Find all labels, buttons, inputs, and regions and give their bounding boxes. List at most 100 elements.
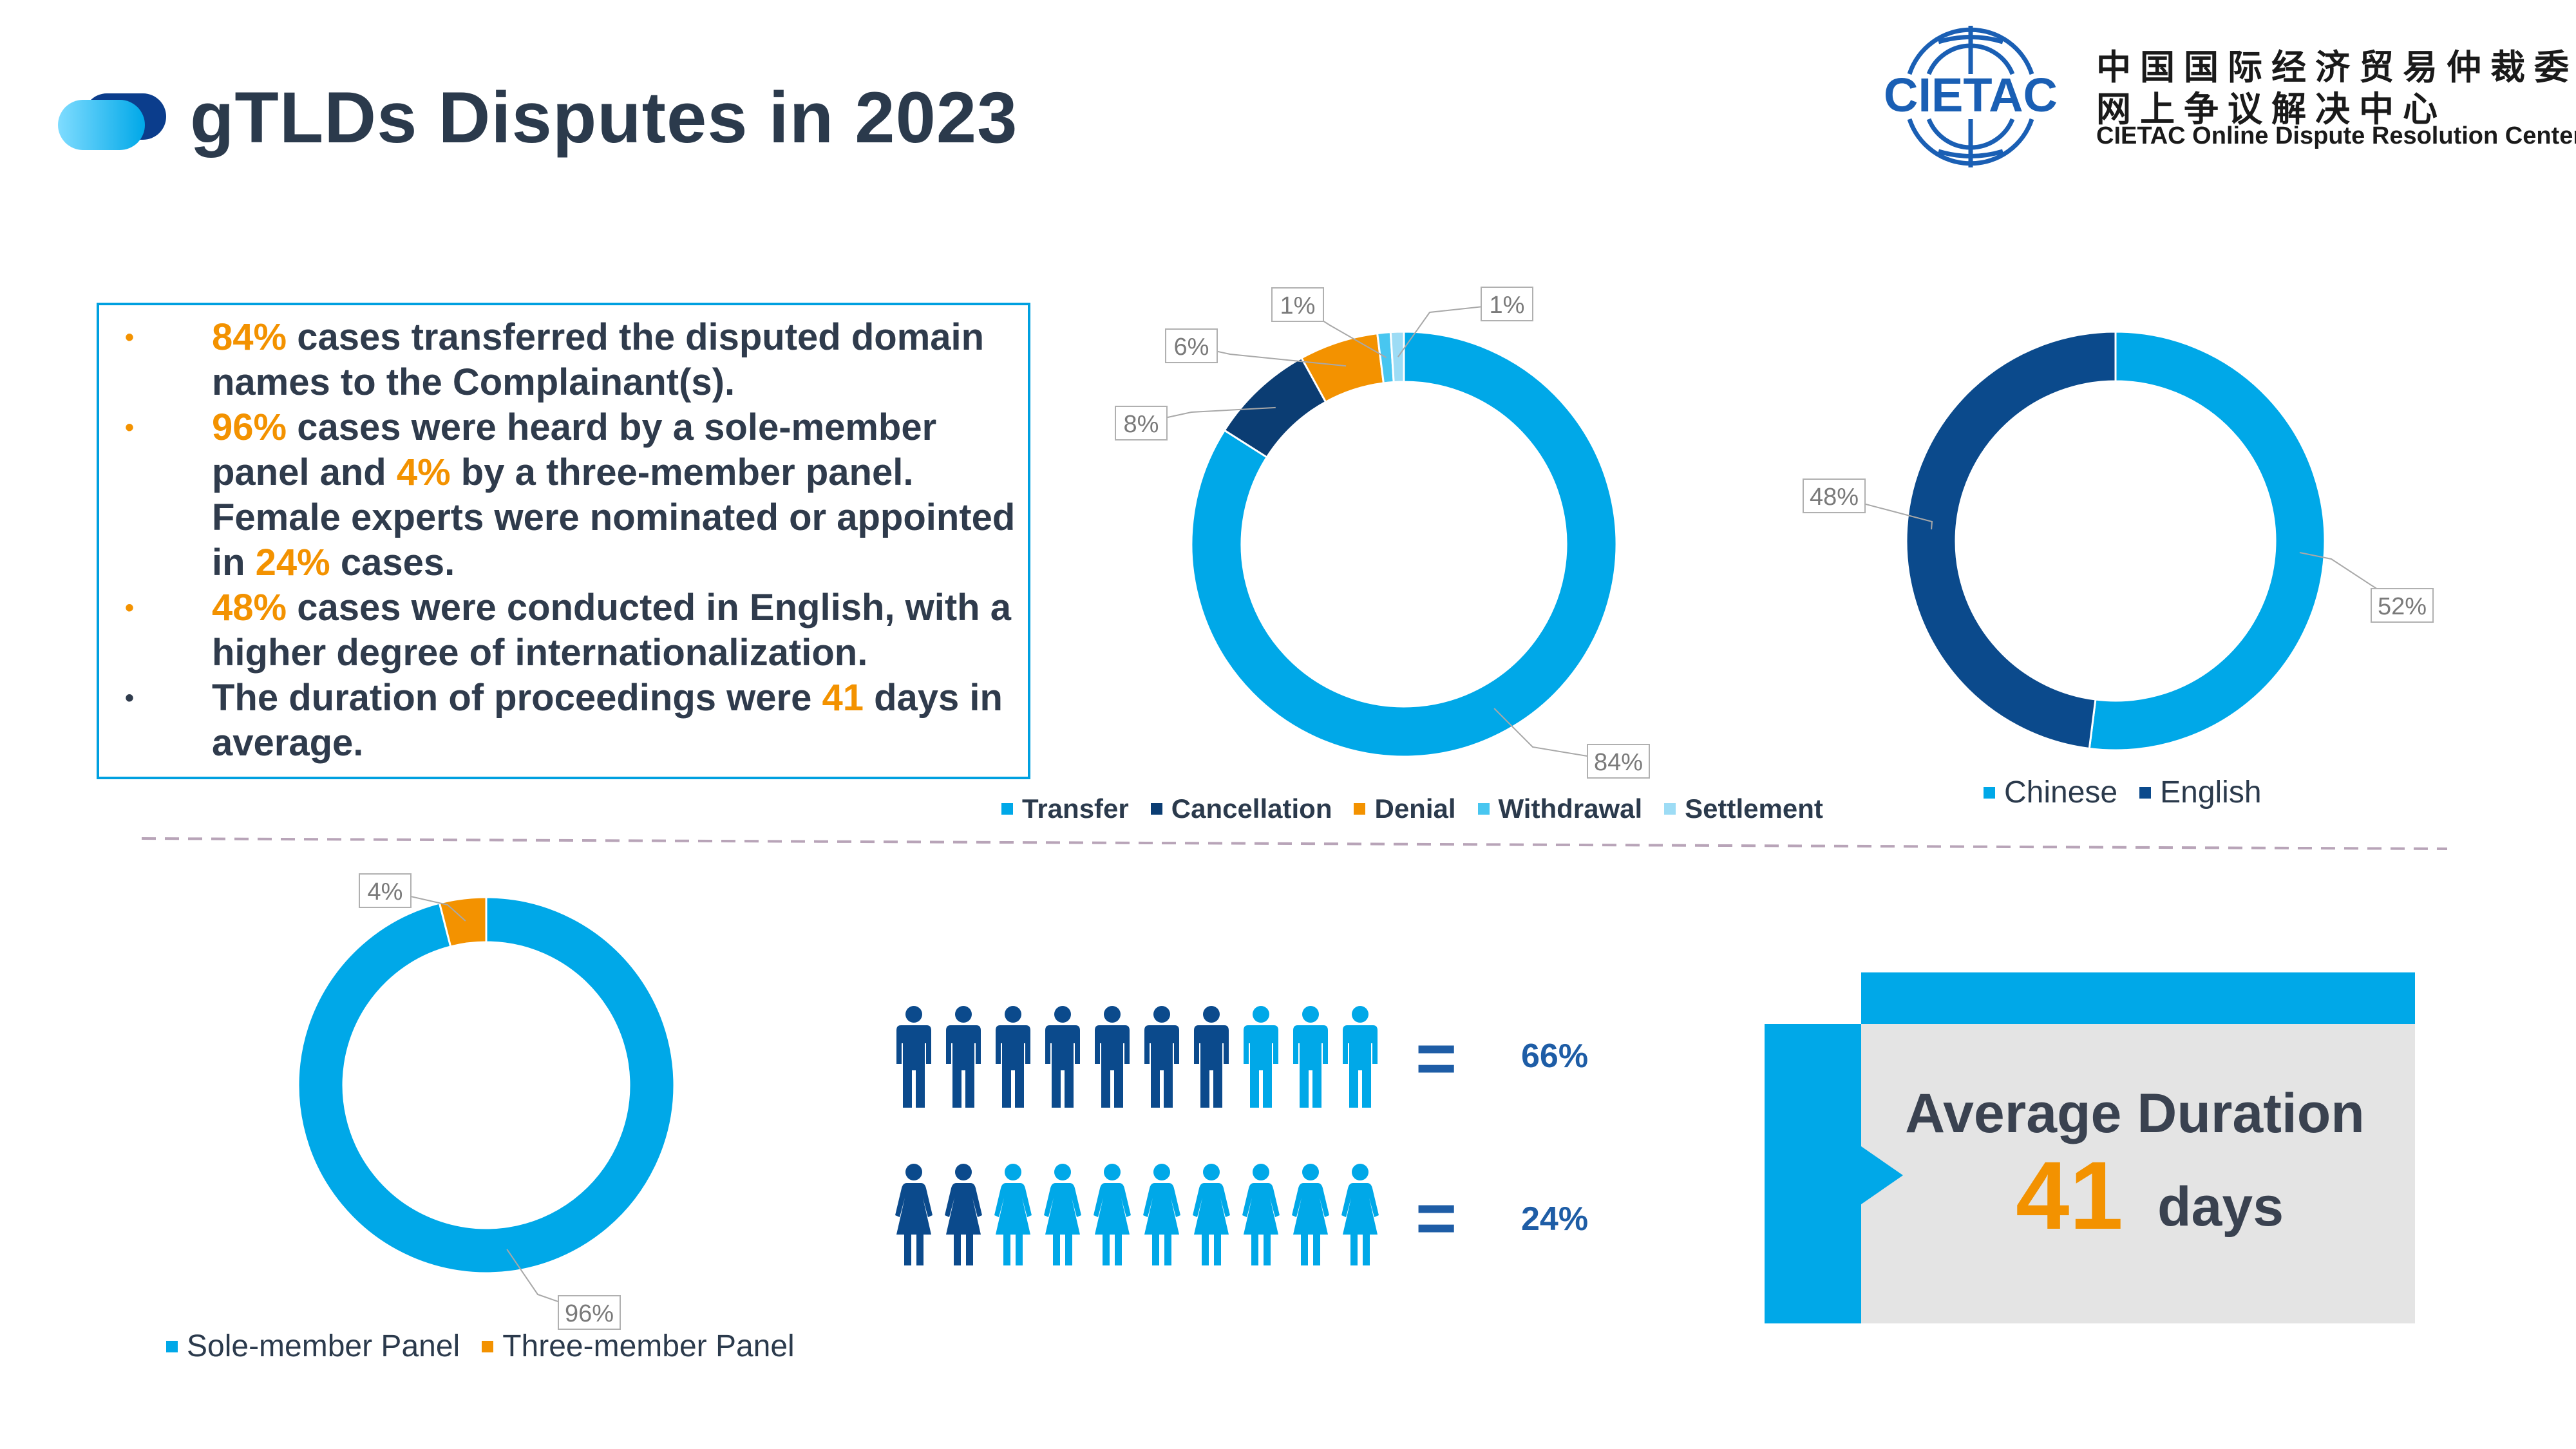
summary-item: • 96% cases were heard by a sole-member p… (112, 405, 1027, 585)
male-person-icon (946, 1006, 981, 1108)
legend-label: Sole-member Panel (187, 1329, 460, 1363)
legend-label: Chinese (2004, 775, 2118, 810)
legend-item: Transfer (1001, 793, 1129, 824)
callout-leader-line (1833, 495, 1933, 530)
outcome-legend: Transfer Cancellation Denial Withdrawal Sett… (1001, 793, 1823, 824)
data-label: 8% (1124, 411, 1159, 438)
donut-slice-chinese (2088, 330, 2326, 752)
male-person-icon (896, 1006, 931, 1108)
data-label: 1% (1490, 292, 1525, 319)
callout-label-box (1271, 287, 1324, 322)
male-person-icon (1293, 1006, 1328, 1108)
female-person-icon (1193, 1164, 1230, 1265)
female-person-icon (945, 1164, 982, 1265)
language-legend: Chinese English (1984, 775, 2262, 810)
legend-swatch (1001, 803, 1013, 815)
data-label: 48% (1810, 484, 1859, 511)
callout-label-box (1803, 478, 1866, 513)
legend-swatch (1354, 803, 1366, 815)
callout-label-box (1587, 744, 1650, 779)
male-percentage: 66% (1521, 1037, 1589, 1075)
female-person-icon (994, 1164, 1032, 1265)
data-label: 4% (368, 878, 403, 905)
cietac-logo: CIETAC (1884, 26, 2058, 167)
legend-item: Withdrawal (1477, 793, 1643, 824)
duration-card (1765, 972, 2415, 1323)
summary-text: by a three-member panel. Female experts … (212, 451, 1016, 583)
donut-slice-english (1905, 330, 2117, 750)
summary-item: • 48% cases were conducted in English, wi… (112, 585, 1027, 676)
duration-label: Average Duration (1905, 1083, 2365, 1144)
legend-label: Transfer (1022, 793, 1129, 824)
legend-swatch (1477, 803, 1490, 815)
legend-item: Chinese (1984, 775, 2117, 810)
legend-label: English (2160, 775, 2262, 810)
female-person-icon (1292, 1164, 1329, 1265)
female-person-icon (1143, 1164, 1180, 1265)
summary-item: • 84% cases transferred the disputed doma… (112, 315, 1027, 405)
female-person-icon (895, 1164, 933, 1265)
female-person-icon (1044, 1164, 1081, 1265)
female-person-icon (1094, 1164, 1131, 1265)
female-person-icon (1341, 1164, 1379, 1265)
legend-item: Three-member Panel (482, 1329, 795, 1364)
legend-swatch (1150, 803, 1162, 815)
male-person-icon (1045, 1006, 1080, 1108)
female-person-icon (1242, 1164, 1280, 1265)
data-label: 96% (565, 1300, 614, 1327)
language-donut-chart: 52% 48% (1803, 330, 2434, 752)
bullet-icon: • (125, 323, 135, 352)
legend-swatch (482, 1340, 494, 1352)
summary-list: • 84% cases transferred the disputed doma… (112, 315, 1027, 766)
summary-highlight: 84% (212, 316, 287, 358)
summary-text: days in average. (212, 677, 1003, 764)
legend-label: Three-member Panel (502, 1329, 795, 1363)
title-pill-icon (58, 93, 166, 150)
outcome-donut-chart: 84% 8% 6% 1% 1% (1115, 287, 1650, 779)
svg-text:CIETAC: CIETAC (1884, 68, 2058, 122)
donut-slice-settlement (1389, 330, 1405, 384)
org-name-en: CIETAC Online Dispute Resolution Center (2096, 122, 2576, 149)
summary-highlight: 41 (822, 677, 864, 719)
org-name-cn-line1: 中国国际经济贸易仲裁委员会 (2096, 48, 2576, 87)
legend-label: Settlement (1685, 793, 1823, 824)
data-label: 52% (2378, 593, 2427, 620)
male-person-icon (1343, 1006, 1378, 1108)
summary-highlight: 24% (255, 542, 330, 583)
duration-unit: days (2157, 1176, 2284, 1238)
donut-slice-three-member-panel (438, 896, 488, 948)
legend-label: Withdrawal (1498, 793, 1643, 824)
male-person-icon (1244, 1006, 1278, 1108)
org-name-cn-line2: 网上争议解决中心 (2096, 90, 2447, 129)
callout-label-box (1481, 287, 1533, 321)
male-pictogram-row (895, 1005, 1379, 1111)
male-person-icon (996, 1006, 1030, 1108)
callout-label-box (558, 1295, 621, 1330)
data-label: 1% (1280, 292, 1316, 319)
legend-swatch (1664, 803, 1676, 815)
legend-swatch (1984, 786, 1995, 799)
male-person-icon (1095, 1006, 1130, 1108)
panel-donut-chart: 96% 4% (297, 873, 676, 1330)
callout-label-box (359, 873, 412, 908)
male-person-icon (1194, 1006, 1229, 1108)
callout-label-box (2371, 588, 2434, 623)
legend-item: Settlement (1664, 793, 1823, 824)
legend-item: English (2139, 775, 2262, 810)
female-equals-sign: = (1416, 1179, 1457, 1258)
data-label: 84% (1594, 749, 1643, 776)
legend-label: Denial (1374, 793, 1456, 824)
summary-text: cases. (330, 542, 455, 583)
donut-slice-sole-member-panel (297, 896, 676, 1274)
summary-item: • The duration of proceedings were 41 day… (112, 676, 1027, 766)
female-pictogram-row (895, 1162, 1379, 1269)
legend-item: Denial (1354, 793, 1456, 824)
summary-box: • 84% cases transferred the disputed doma… (97, 303, 1030, 779)
donut-slice-transfer (1190, 330, 1618, 758)
summary-highlight: 4% (396, 451, 451, 493)
female-percentage: 24% (1521, 1200, 1589, 1238)
legend-swatch (166, 1340, 178, 1352)
legend-swatch (2139, 786, 2152, 799)
panel-legend: Sole-member Panel Three-member Panel (166, 1329, 795, 1364)
callout-label-box (1165, 328, 1218, 363)
